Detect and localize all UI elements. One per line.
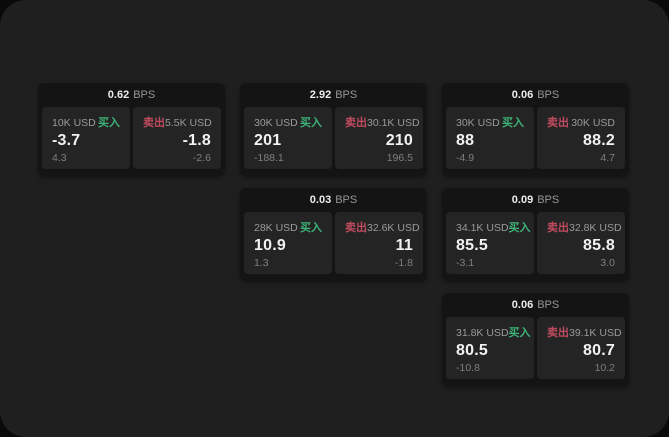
bps-value: 2.92	[309, 89, 332, 101]
quote-card: 0.62 BPS 10K USD 买入 -3.7 4.3 卖出 5.5K USD…	[38, 83, 225, 176]
quote-card: 0.06 BPS 31.8K USD 买入 80.5 -10.8 卖出 39.1…	[442, 293, 629, 386]
buy-price: 88	[456, 132, 475, 150]
buy-price: 85.5	[456, 237, 488, 255]
bps-unit-label: BPS	[133, 89, 156, 101]
bps-value: 0.06	[511, 89, 534, 101]
sell-delta: 196.5	[386, 151, 413, 164]
quote-card: 0.03 BPS 28K USD 买入 10.9 1.3 卖出 32.6K US…	[240, 188, 427, 281]
bps-header: 0.03 BPS	[240, 188, 427, 212]
sell-price: 11	[395, 237, 413, 255]
buy-price: 201	[254, 132, 282, 150]
buy-panel[interactable]: 30K USD 买入 88 -4.9	[446, 107, 534, 169]
sell-price: 85.8	[583, 237, 615, 255]
sell-label: 卖出	[143, 117, 165, 129]
buy-panel[interactable]: 31.8K USD 买入 80.5 -10.8	[446, 317, 534, 379]
buy-panel[interactable]: 28K USD 买入 10.9 1.3	[244, 212, 332, 274]
buy-amount: 31.8K USD	[456, 327, 509, 339]
bps-unit-label: BPS	[537, 89, 560, 101]
sell-delta: -1.8	[394, 256, 413, 269]
buy-amount: 30K USD	[254, 117, 298, 129]
buy-delta: 4.3	[52, 151, 67, 164]
sell-amount: 32.8K USD	[569, 222, 622, 234]
buy-label: 买入	[508, 222, 531, 234]
quote-card: 0.06 BPS 30K USD 买入 88 -4.9 卖出 30K USD 8…	[442, 83, 629, 176]
bps-unit-label: BPS	[335, 89, 358, 101]
bps-unit-label: BPS	[537, 299, 560, 311]
buy-delta: -3.1	[456, 256, 475, 269]
quote-card: 0.09 BPS 34.1K USD 买入 85.5 -3.1 卖出 32.8K…	[442, 188, 629, 281]
sell-amount: 5.5K USD	[165, 117, 212, 129]
buy-amount: 30K USD	[456, 117, 500, 129]
bps-header: 0.62 BPS	[38, 83, 225, 107]
buy-panel[interactable]: 10K USD 买入 -3.7 4.3	[42, 107, 130, 169]
sell-amount: 30.1K USD	[367, 117, 420, 129]
sell-amount: 39.1K USD	[569, 327, 622, 339]
bps-header: 0.09 BPS	[442, 188, 629, 212]
sell-price: 88.2	[583, 132, 615, 150]
bps-value: 0.03	[309, 194, 332, 206]
bps-value: 0.09	[511, 194, 534, 206]
bps-value: 0.06	[511, 299, 534, 311]
sell-label: 卖出	[547, 222, 569, 234]
sell-delta: -2.6	[192, 151, 211, 164]
sell-price: 80.7	[583, 342, 615, 360]
sell-amount: 30K USD	[571, 117, 615, 129]
bps-header: 0.06 BPS	[442, 83, 629, 107]
buy-price: 80.5	[456, 342, 488, 360]
sell-panel[interactable]: 卖出 30K USD 88.2 4.7	[537, 107, 625, 169]
sell-delta: 3.0	[600, 256, 615, 269]
sell-price: -1.8	[182, 132, 211, 150]
buy-label: 买入	[300, 117, 322, 129]
sell-panel[interactable]: 卖出 30.1K USD 210 196.5	[335, 107, 423, 169]
buy-label: 买入	[508, 327, 531, 339]
buy-delta: 1.3	[254, 256, 269, 269]
sell-panel[interactable]: 卖出 5.5K USD -1.8 -2.6	[133, 107, 221, 169]
buy-panel[interactable]: 34.1K USD 买入 85.5 -3.1	[446, 212, 534, 274]
bps-header: 2.92 BPS	[240, 83, 427, 107]
sell-panel[interactable]: 卖出 39.1K USD 80.7 10.2	[537, 317, 625, 379]
buy-label: 买入	[300, 222, 322, 234]
sell-label: 卖出	[345, 222, 367, 234]
sell-amount: 32.6K USD	[367, 222, 420, 234]
buy-label: 买入	[98, 117, 120, 129]
sell-label: 卖出	[345, 117, 367, 129]
buy-delta: -4.9	[456, 151, 475, 164]
buy-amount: 28K USD	[254, 222, 298, 234]
sell-panel[interactable]: 卖出 32.8K USD 85.8 3.0	[537, 212, 625, 274]
bps-unit-label: BPS	[537, 194, 560, 206]
sell-price: 210	[385, 132, 413, 150]
sell-label: 卖出	[547, 327, 569, 339]
sell-label: 卖出	[547, 117, 569, 129]
sell-panel[interactable]: 卖出 32.6K USD 11 -1.8	[335, 212, 423, 274]
sell-delta: 4.7	[600, 151, 615, 164]
quote-card: 2.92 BPS 30K USD 买入 201 -188.1 卖出 30.1K …	[240, 83, 427, 176]
buy-panel[interactable]: 30K USD 买入 201 -188.1	[244, 107, 332, 169]
buy-delta: -188.1	[254, 151, 284, 164]
buy-label: 买入	[502, 117, 524, 129]
buy-amount: 10K USD	[52, 117, 96, 129]
sell-delta: 10.2	[594, 361, 615, 374]
bps-unit-label: BPS	[335, 194, 358, 206]
buy-delta: -10.8	[456, 361, 480, 374]
buy-amount: 34.1K USD	[456, 222, 509, 234]
bps-header: 0.06 BPS	[442, 293, 629, 317]
buy-price: -3.7	[52, 132, 81, 150]
buy-price: 10.9	[254, 237, 286, 255]
bps-value: 0.62	[107, 89, 130, 101]
